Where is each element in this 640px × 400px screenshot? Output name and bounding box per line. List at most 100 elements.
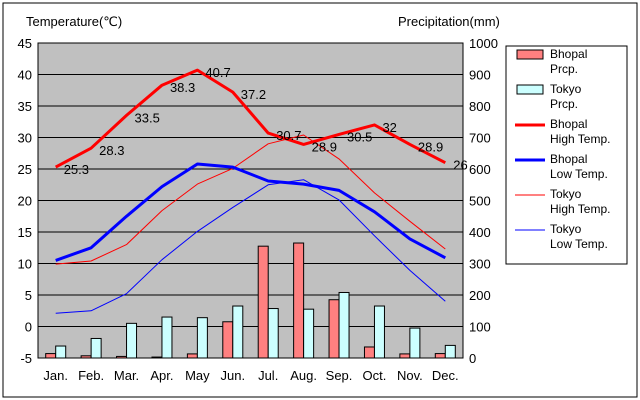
temperature-lines [54, 68, 447, 314]
legend-label: Bhopal [550, 152, 587, 166]
legend-label: Tokyo [550, 222, 582, 236]
tokyo-prcp-bar [373, 305, 385, 359]
bhopal-prcp-bar [293, 242, 305, 359]
bhopal-prcp-bar [222, 321, 234, 359]
data-label: 28.9 [312, 139, 337, 154]
bhopal-prcp-bar [151, 356, 163, 359]
bhopal-prcp-bar [363, 346, 375, 359]
tokyo-prcp-bar [90, 337, 102, 359]
tokyo-prcp-bar [161, 316, 173, 359]
axis-ticks: -5 0 5 10 15 20 25 30 35 40 45 0 100 200 300 400 500 600 7… [18, 36, 498, 383]
bhopal-prcp-bar [257, 245, 269, 359]
legend-label: High Temp. [550, 202, 610, 216]
x-tick-label: Nov. [397, 368, 423, 383]
tokyo-low-temp-line [55, 179, 446, 314]
gridlines [38, 74, 463, 327]
data-label: 26 [453, 158, 467, 173]
legend-label: Prcp. [550, 62, 578, 76]
right-tick-label: 100 [469, 320, 491, 335]
bhopal-low-temp-line [55, 162, 447, 262]
data-label: 38.3 [170, 80, 195, 95]
right-axis-title: Precipitation(mm) [398, 14, 500, 29]
tokyo-prcp-bar [126, 322, 138, 359]
x-tick-label: Mar. [114, 368, 139, 383]
legend-label: Low Temp. [550, 237, 608, 251]
tokyo-prcp-bar [267, 308, 279, 359]
right-tick-label: 0 [469, 351, 476, 366]
data-label: 30.7 [276, 128, 301, 143]
data-label: 28.3 [99, 143, 124, 158]
tokyo-prcp-bar [409, 327, 421, 359]
bhopal-prcp-bar [80, 355, 92, 359]
legend-swatch [516, 49, 544, 60]
tokyo-prcp-bar [338, 291, 350, 359]
x-tick-label: Jun. [221, 368, 246, 383]
data-label: 37.2 [241, 87, 266, 102]
tokyo-prcp-bar [232, 305, 244, 359]
left-tick-label: 0 [25, 320, 32, 335]
bhopal-prcp-bar [186, 353, 198, 359]
left-tick-label: 5 [25, 288, 32, 303]
tokyo-prcp-bar [196, 317, 208, 359]
tokyo-prcp-bar [303, 308, 315, 359]
x-tick-label: Jul. [258, 368, 278, 383]
x-tick-label: Jan. [43, 368, 68, 383]
legend-label: Tokyo [550, 187, 582, 201]
right-tick-label: 300 [469, 257, 491, 272]
right-tick-label: 700 [469, 131, 491, 146]
left-tick-label: 45 [18, 36, 32, 51]
right-tick-label: 200 [469, 288, 491, 303]
right-tick-label: 800 [469, 99, 491, 114]
left-tick-label: 15 [18, 225, 32, 240]
legend-label: Low Temp. [550, 167, 608, 181]
x-tick-label: May [185, 368, 210, 383]
bhopal-prcp-bar [328, 299, 340, 359]
tokyo-prcp-bar [444, 344, 456, 359]
data-label: 33.5 [135, 110, 160, 125]
left-tick-label: 40 [18, 68, 32, 83]
x-tick-label: Dec. [432, 368, 459, 383]
data-label: 32 [382, 120, 396, 135]
right-tick-label: 1000 [469, 36, 498, 51]
data-label: 30.5 [347, 129, 372, 144]
bhopal-prcp-bar [434, 353, 446, 359]
legend-label: High Temp. [550, 132, 610, 146]
data-label: 25.3 [64, 162, 89, 177]
x-tick-label: Oct. [363, 368, 387, 383]
right-tick-label: 500 [469, 194, 491, 209]
x-tick-label: Feb. [78, 368, 104, 383]
left-tick-label: -5 [20, 351, 32, 366]
legend-label: Prcp. [550, 97, 578, 111]
left-tick-label: 10 [18, 257, 32, 272]
bhopal-high-temp-line [54, 68, 446, 169]
data-labels: 25.3 28.3 33.5 38.3 40.7 37.2 30.7 28.9 30.5 32 28… [64, 65, 468, 177]
right-tick-label: 400 [469, 225, 491, 240]
bhopal-prcp-bar [116, 355, 128, 359]
left-tick-label: 25 [18, 162, 32, 177]
left-tick-label: 30 [18, 131, 32, 146]
left-tick-label: 20 [18, 194, 32, 209]
bhopal-prcp-bar [399, 353, 411, 359]
x-tick-label: Apr. [150, 368, 173, 383]
legend-label: Bhopal [550, 117, 587, 131]
x-tick-label: Aug. [290, 368, 317, 383]
right-tick-label: 900 [469, 68, 491, 83]
legend-box [505, 45, 628, 265]
x-tick-label: Sep. [326, 368, 353, 383]
tokyo-prcp-bar [55, 345, 67, 359]
legend-label: Tokyo [550, 82, 582, 96]
data-label: 28.9 [418, 139, 443, 154]
legend-swatch [516, 84, 544, 95]
right-tick-label: 600 [469, 162, 491, 177]
data-label: 40.7 [205, 65, 230, 80]
legend-label: Bhopal [550, 47, 587, 61]
bhopal-prcp-bar [45, 353, 57, 359]
